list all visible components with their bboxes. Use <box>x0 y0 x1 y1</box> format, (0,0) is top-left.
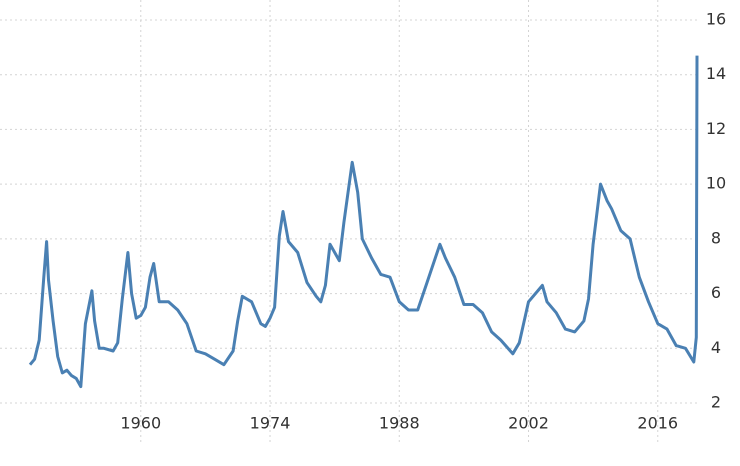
x-tick-label: 2016 <box>637 414 678 433</box>
y-tick-label: 4 <box>711 338 721 357</box>
x-tick-label: 1988 <box>379 414 420 433</box>
y-tick-label: 8 <box>711 228 721 247</box>
y-tick-label: 2 <box>711 393 721 412</box>
y-tick-label: 10 <box>706 174 726 193</box>
y-tick-label: 16 <box>706 10 726 29</box>
line-series <box>28 55 699 389</box>
x-tick-label: 1960 <box>120 414 161 433</box>
y-tick-label: 6 <box>711 283 721 302</box>
y-tick-label: 12 <box>706 119 726 138</box>
x-tick-label: 1974 <box>250 414 291 433</box>
y-tick-label: 14 <box>706 64 726 83</box>
x-tick-label: 2002 <box>508 414 549 433</box>
